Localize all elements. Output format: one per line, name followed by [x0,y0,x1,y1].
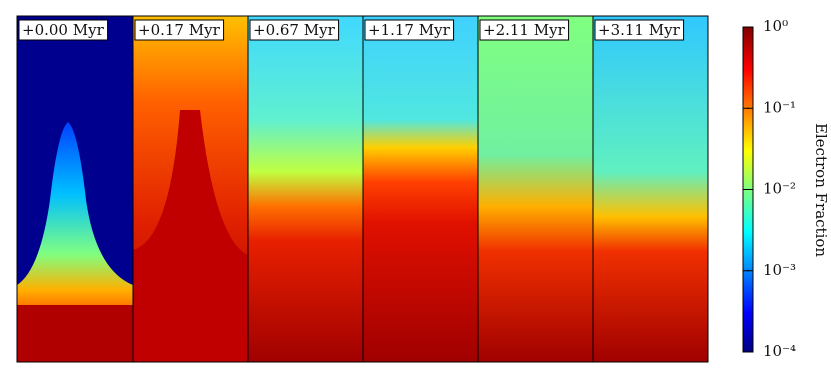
label-box [18,19,109,41]
panel-image [478,16,593,362]
colorbar-label: Electron Fraction [812,123,830,257]
panel-label: +0.67 Myr [253,21,336,39]
panels [16,15,709,363]
tick-label: 10⁻⁴ [763,342,796,360]
label-box [249,19,340,41]
tick-label: 10⁻³ [763,261,796,279]
label-box [134,19,225,41]
panel-label: +1.17 Myr [368,21,451,39]
tick-label: 10⁻¹ [763,98,796,116]
panel-label: +2.11 Myr [483,21,566,39]
panel-label: +0.00 Myr [22,21,105,39]
tick-label: 10⁰ [763,17,788,35]
plume [17,122,133,362]
label-box [594,19,685,41]
tick-label: 10⁻² [763,180,796,198]
panel-image [593,16,708,362]
panel-label: +0.17 Myr [138,21,221,39]
panel-label: +3.11 Myr [598,21,681,39]
panel-image [17,305,133,362]
label-box [364,19,455,41]
panel-image [248,16,363,362]
label-box [479,19,570,41]
panel-image [363,16,478,362]
panel-image [133,110,248,362]
